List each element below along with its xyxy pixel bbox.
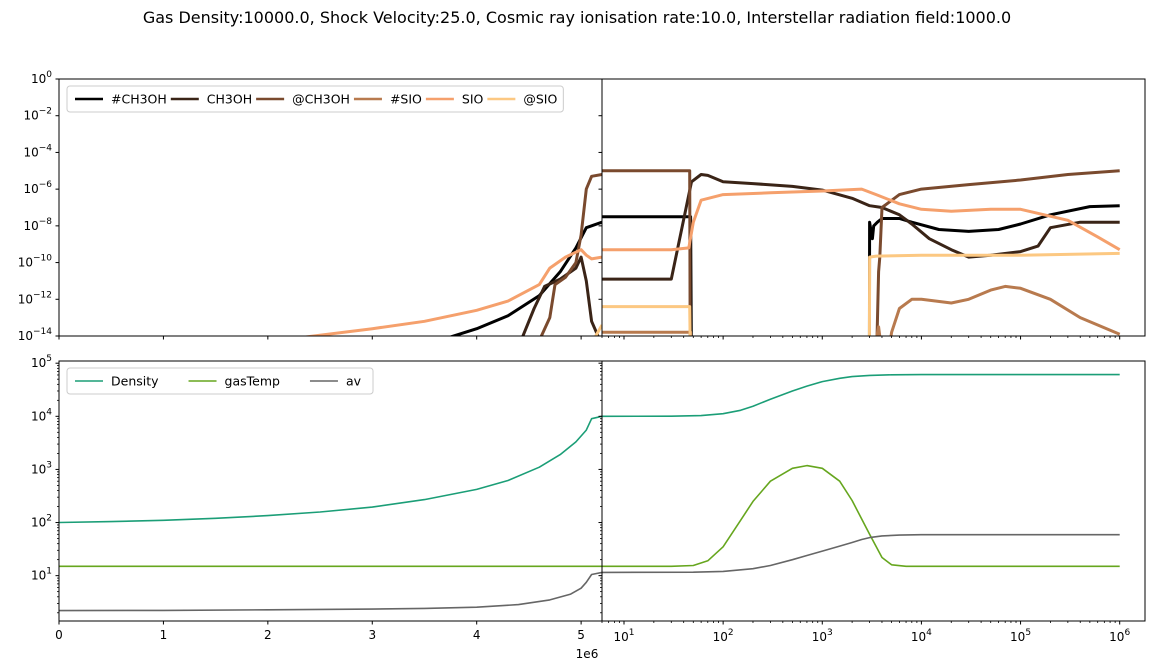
y-tick-label: 10−8 (23, 217, 52, 233)
axes-frame (58, 78, 603, 337)
series-line-#SIO (602, 284, 1121, 336)
axes-frame (58, 360, 603, 622)
y-tick-label: 10−10 (18, 254, 53, 270)
x-tick-label: 102 (713, 628, 734, 644)
series-line-#CH3OH (602, 204, 1120, 336)
legend-box (66, 367, 374, 395)
y-tick-label: 10−4 (23, 143, 52, 159)
x-tick-label: 5 (577, 628, 585, 642)
legend-label: av (346, 374, 362, 389)
x-tick-label: 3 (368, 628, 376, 642)
y-tick-label: 102 (31, 514, 52, 530)
y-tick-label: 105 (31, 354, 52, 370)
series-line-SIO (301, 248, 602, 336)
x-tick-label: 1 (160, 628, 168, 642)
legend-label: @CH3OH (292, 92, 350, 107)
y-tick-label: 10−6 (23, 180, 52, 196)
x-offset-label: 1e6 (576, 647, 599, 661)
series-line-#SIO (600, 335, 602, 336)
series-group (59, 415, 602, 612)
series-line-@SIO (593, 324, 602, 336)
x-tick-label: 105 (1010, 628, 1031, 644)
legend: #CH3OH CH3OH @CH3OH #SIO SIO @SIO (66, 85, 564, 113)
series-line-CH3OH (602, 173, 1120, 281)
legend-label: gasTemp (225, 374, 280, 389)
x-tick-label: 106 (1109, 628, 1130, 644)
series-line-@SIO (602, 251, 1120, 336)
legend-label: #SIO (390, 92, 422, 107)
legend-box (66, 85, 564, 113)
x-tick-label: 103 (812, 628, 833, 644)
legend-label: Density (111, 374, 159, 389)
series-line-Density (602, 373, 1120, 418)
panel-physics-right: 101 102 103 104 105 106 (598, 360, 1146, 644)
series-line-Density (59, 415, 602, 524)
axes-frame (601, 360, 1146, 622)
y-tick-label: 104 (31, 407, 52, 423)
x-tick-label: 2 (264, 628, 272, 642)
series-group (602, 169, 1121, 336)
y-tick-label: 10−12 (18, 290, 52, 306)
panel-abundance-left: 100 10−2 10−4 10−6 10−8 10−10 10−12 10−14 #CH3OH… (18, 70, 603, 343)
legend: Density gasTemp av (66, 367, 374, 395)
y-tick-label: 101 (31, 567, 52, 583)
series-line-@CH3OH (602, 169, 1120, 336)
legend-label: @SIO (523, 92, 557, 107)
x-tick-label: 4 (473, 628, 481, 642)
series-line-av (59, 571, 602, 612)
axes-frame (601, 78, 1146, 337)
x-tick-label: 0 (55, 628, 63, 642)
y-tick-label: 10−14 (18, 327, 53, 343)
figure-title: Gas Density:10000.0, Shock Velocity:25.0… (143, 8, 1011, 27)
x-tick-label: 104 (911, 628, 932, 644)
panel-abundance-right (598, 78, 1146, 340)
series-line-@CH3OH (539, 173, 602, 336)
series-group (301, 173, 602, 336)
legend-label: #CH3OH (111, 92, 167, 107)
series-line-gasTemp (602, 464, 1120, 568)
legend-label: SIO (462, 92, 484, 107)
series-line-#CH3OH (448, 220, 602, 336)
series-line-SIO (602, 187, 1121, 252)
y-tick-label: 103 (31, 460, 52, 476)
panel-physics-left: 101 102 103 104 105 0 1 2 3 4 5 Density gasTemp av (31, 354, 603, 642)
y-tick-label: 100 (31, 70, 52, 86)
legend-label: CH3OH (207, 92, 252, 107)
y-tick-label: 10−2 (23, 107, 52, 123)
series-line-CH3OH (521, 255, 600, 336)
x-tick-label: 101 (613, 628, 634, 644)
series-line-av (602, 533, 1120, 574)
series-group (602, 373, 1120, 574)
